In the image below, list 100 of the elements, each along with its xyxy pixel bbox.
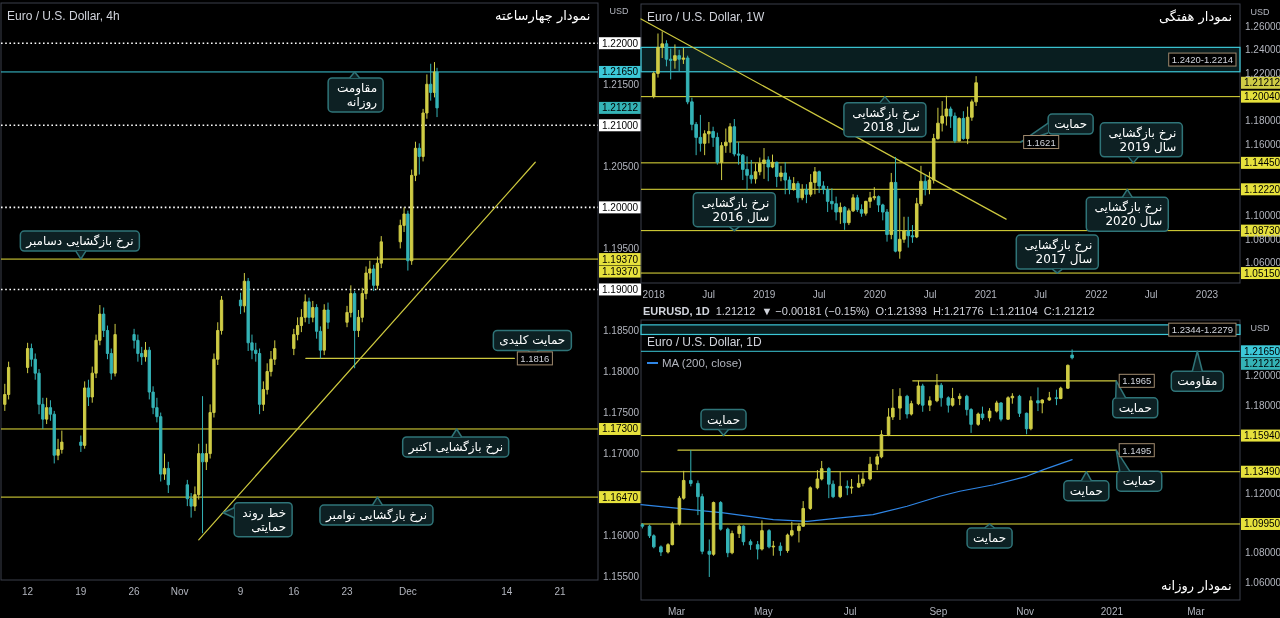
candlestick (372, 264, 376, 292)
candlestick (1029, 395, 1033, 431)
candlestick (849, 478, 854, 495)
x-tick-label: Jul (843, 605, 857, 617)
data-label: 1.1965 (1122, 375, 1152, 387)
ref-line-label: 1.13490 (1244, 466, 1280, 478)
candlestick (999, 401, 1003, 422)
candlestick (946, 395, 951, 414)
candlestick (681, 47, 686, 65)
y-tick-label: 1.12000 (1245, 488, 1280, 500)
x-tick-label: 2019 (753, 288, 776, 300)
band-label: 1.2344-1.2279 (1171, 324, 1233, 336)
x-tick-label: 2020 (863, 288, 887, 300)
candlestick (755, 540, 760, 560)
candlestick (825, 185, 830, 213)
candlestick (1036, 386, 1040, 412)
chart-title: نمودار هفتگی (1159, 9, 1233, 25)
candlestick (753, 162, 758, 185)
ref-line-label: 1.05150 (1244, 267, 1280, 279)
candlestick (1058, 386, 1063, 400)
candlestick (1006, 395, 1010, 421)
ref-line-label: 1.15940 (1244, 430, 1280, 442)
text: Euro / U.S. Dollar, 1D (647, 334, 763, 349)
y-tick-label: 1.24000 (1245, 44, 1280, 56)
candlestick (889, 172, 894, 240)
text: H:1.21776 (932, 305, 984, 317)
annotation: حمایت (1069, 483, 1103, 498)
text: 1.21212 (1244, 358, 1280, 370)
candlestick (1054, 389, 1059, 406)
candlestick (113, 323, 117, 377)
annotation: نرخ بازگشایی اکتبر (408, 439, 504, 454)
ref-line-label: 1.19370 (602, 253, 639, 265)
x-tick-label: 12 (22, 585, 34, 597)
candlestick (44, 397, 49, 425)
candlestick (307, 297, 311, 325)
candlestick (673, 43, 677, 70)
candlestick (950, 387, 955, 408)
text: نمودار روزانه (1161, 578, 1232, 594)
x-tick-label: Dec (398, 585, 417, 597)
ref-line-label: 1.20040 (1244, 91, 1280, 103)
x-tick-label: 2022 (1085, 288, 1108, 300)
x-tick-label: 2018 (642, 288, 666, 300)
y-tick-label: 1.18000 (603, 366, 640, 378)
x-tick-label: Nov (1016, 605, 1035, 617)
candlestick (1047, 391, 1052, 402)
candlestick (980, 406, 985, 421)
x-tick-label: Nov (170, 585, 189, 597)
candlestick (326, 302, 330, 330)
candlestick (783, 161, 787, 195)
ref-line-label: 1.12220 (1244, 183, 1280, 195)
candlestick (923, 174, 927, 196)
ref-line-label: 1.16470 (602, 491, 639, 503)
x-tick-label: Jul (923, 288, 937, 300)
y-tick-label: 1.20500 (603, 160, 640, 172)
x-tick-label: Sep (929, 605, 948, 617)
text: ▼ −0.00181 (−0.15%) (761, 305, 870, 317)
candlestick (796, 180, 800, 204)
candlestick (1070, 348, 1074, 360)
candlestick (659, 544, 663, 557)
ref-line-label: 1.21000 (602, 119, 639, 131)
candlestick (760, 519, 764, 552)
candlestick (842, 205, 847, 231)
x-tick-label: Jul (702, 288, 715, 300)
annotation: نرخ بازگشایی سال 2018 (851, 105, 920, 134)
ref-line-label: 1.19000 (602, 283, 639, 295)
candlestick (897, 197, 902, 260)
y-tick-label: 1.20000 (1245, 370, 1280, 382)
data-label: 1.1621 (1026, 136, 1056, 148)
annotation: حمایت (973, 530, 1007, 545)
candlestick (838, 202, 843, 225)
candlestick (166, 461, 170, 494)
text: EURUSD, 1D (643, 305, 710, 317)
candlestick (939, 382, 943, 408)
y-tick-label: 1.15500 (603, 571, 640, 583)
annotation: خط روند حمایتی (241, 505, 287, 534)
y-tick-label: 1.16000 (1245, 139, 1280, 151)
candlestick (429, 63, 433, 102)
candlestick (83, 380, 87, 450)
x-tick-label: 9 (237, 585, 244, 597)
text: C:1.21212 (1043, 305, 1095, 317)
candlestick (737, 524, 741, 539)
annotation: حمایت (1118, 400, 1152, 415)
annotation: حمایت (1054, 117, 1088, 132)
y-tick-label: 1.18000 (1245, 399, 1280, 411)
candlestick (868, 456, 872, 481)
candlestick (838, 471, 842, 499)
candlestick (957, 392, 962, 406)
y-tick-label: 1.21500 (603, 78, 640, 90)
candlestick (689, 449, 693, 487)
candlestick (767, 528, 771, 549)
candlestick (730, 530, 734, 555)
text: Euro / U.S. Dollar, 1W (647, 10, 766, 24)
x-tick-label: 21 (554, 585, 566, 597)
chart-title: نمودار چهارساعته (495, 8, 591, 24)
annotation: حمایت کلیدی (499, 333, 566, 348)
band-label: 1.2420-1.2214 (1171, 54, 1233, 66)
ref-line-label: 1.21650 (1244, 345, 1280, 357)
candlestick (353, 290, 357, 369)
candlestick (845, 479, 850, 496)
text: 1.19370 (602, 266, 639, 278)
